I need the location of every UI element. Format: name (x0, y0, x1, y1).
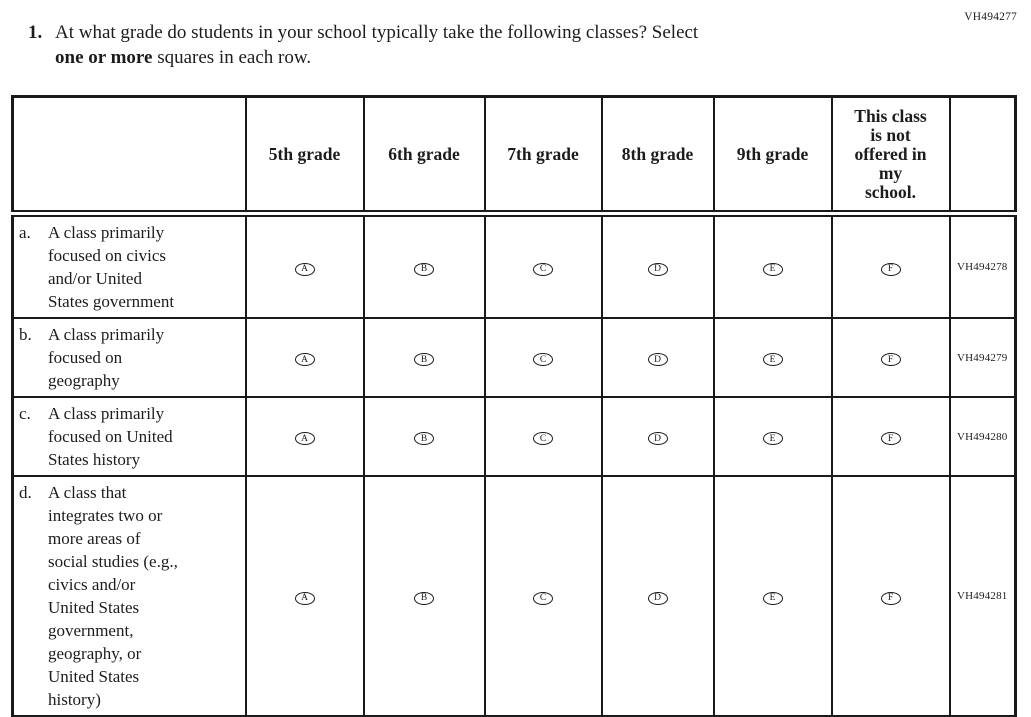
option-bubble-d[interactable]: D (647, 353, 668, 366)
option-bubble-b[interactable]: B (414, 432, 434, 445)
question-text-line1: At what grade do students in your school… (55, 22, 699, 43)
option-bubble-f[interactable]: F (880, 591, 901, 605)
option-bubble-a[interactable]: A (294, 353, 315, 366)
row-a-cell-9th: E (712, 212, 833, 319)
header-cell-5th-grade: 5th grade (244, 95, 365, 217)
option-bubble-a[interactable]: A (294, 432, 315, 445)
row-d-cell-7th: C (483, 475, 603, 717)
option-bubble-b[interactable]: B (414, 353, 434, 366)
option-bubble-e[interactable]: E (762, 262, 783, 276)
header-label-not-offered: This class is not offered in my school. (854, 105, 927, 202)
row-d-item-code: VH494281 (948, 475, 1017, 717)
table-row-c: c. A class primarily focused on United S… (11, 396, 1017, 477)
row-d-cell-9th: E (712, 475, 833, 717)
row-c-letter: c. (19, 404, 31, 423)
row-b-cell-7th: C (483, 317, 603, 398)
row-a-stub-cell: a. A class primarily focused on civics a… (11, 212, 247, 319)
row-b-item-code: VH494279 (948, 317, 1017, 398)
row-c-cell-7th: C (483, 396, 603, 477)
option-bubble-c[interactable]: C (533, 591, 553, 605)
header-label-5th-grade: 5th grade (268, 144, 341, 164)
row-c-cell-8th: D (600, 396, 715, 477)
option-bubble-b[interactable]: B (414, 591, 434, 605)
row-c-cell-not-offered: F (830, 396, 951, 477)
row-c-item-code: VH494280 (948, 396, 1017, 477)
option-bubble-b[interactable]: B (414, 262, 434, 276)
question-text-after-bold: squares in each row. (152, 47, 312, 68)
option-bubble-d[interactable]: D (647, 591, 668, 605)
row-c-stub-cell: c. A class primarily focused on United S… (11, 396, 247, 477)
row-a-cell-8th: D (600, 212, 715, 319)
option-bubble-a[interactable]: A (294, 591, 315, 605)
header-cell-7th-grade: 7th grade (483, 95, 603, 217)
header-cell-9th-grade: 9th grade (712, 95, 833, 217)
row-d-stub-cell: d. A class that integrates two or more a… (11, 475, 247, 717)
option-bubble-c[interactable]: C (533, 432, 553, 445)
option-bubble-f[interactable]: F (880, 353, 901, 366)
option-bubble-e[interactable]: E (762, 432, 783, 445)
row-b-cell-6th: B (362, 317, 486, 398)
row-b-cell-9th: E (712, 317, 833, 398)
header-label-8th-grade: 8th grade (621, 144, 694, 164)
row-a-cell-not-offered: F (830, 212, 951, 319)
option-bubble-f[interactable]: F (880, 432, 901, 445)
row-d-cell-6th: B (362, 475, 486, 717)
row-a-cell-6th: B (362, 212, 486, 319)
table-row-d: d. A class that integrates two or more a… (11, 475, 1017, 717)
row-c-cell-6th: B (362, 396, 486, 477)
row-d-cell-8th: D (600, 475, 715, 717)
row-a-label: A class primarily focused on civics and/… (48, 223, 175, 311)
question-text: At what grade do students in your school… (55, 20, 915, 70)
question-bold-phrase: one or more (55, 47, 153, 68)
table-row-b: b. A class primarily focused on geograph… (11, 317, 1017, 398)
row-c-label: A class primarily focused on United Stat… (48, 404, 173, 469)
header-cell-8th-grade: 8th grade (600, 95, 715, 217)
grade-selection-table: 5th grade 6th grade 7th grade 8th grade … (11, 95, 1017, 717)
row-d-cell-5th: A (244, 475, 365, 717)
row-b-cell-5th: A (244, 317, 365, 398)
option-bubble-e[interactable]: E (762, 591, 783, 605)
option-bubble-c[interactable]: C (533, 353, 553, 366)
option-bubble-c[interactable]: C (533, 262, 553, 276)
row-d-label: A class that integrates two or more area… (48, 483, 178, 709)
row-a-item-code: VH494278 (948, 212, 1017, 319)
header-cell-6th-grade: 6th grade (362, 95, 486, 217)
row-a-cell-7th: C (483, 212, 603, 319)
question-block: 1. At what grade do students in your scho… (28, 20, 928, 70)
row-c-cell-9th: E (712, 396, 833, 477)
form-code-label: VH494277 (964, 11, 1017, 23)
header-label-7th-grade: 7th grade (507, 144, 579, 164)
header-row: 5th grade 6th grade 7th grade 8th grade … (11, 95, 1017, 217)
row-b-letter: b. (19, 325, 32, 344)
header-label-9th-grade: 9th grade (736, 144, 809, 164)
header-cell-empty-code (948, 95, 1017, 217)
header-label-6th-grade: 6th grade (388, 144, 460, 164)
row-d-letter: d. (19, 483, 32, 502)
row-c-cell-5th: A (244, 396, 365, 477)
row-d-cell-not-offered: F (830, 475, 951, 717)
row-b-cell-not-offered: F (830, 317, 951, 398)
row-b-stub-cell: b. A class primarily focused on geograph… (11, 317, 247, 398)
row-a-cell-5th: A (244, 212, 365, 319)
option-bubble-e[interactable]: E (762, 353, 783, 366)
option-bubble-a[interactable]: A (294, 262, 315, 276)
row-b-label: A class primarily focused on geography (48, 325, 165, 390)
option-bubble-f[interactable]: F (880, 262, 901, 276)
option-bubble-d[interactable]: D (647, 432, 668, 445)
table-row-a: a. A class primarily focused on civics a… (11, 212, 1017, 319)
header-cell-empty-stub (11, 95, 247, 217)
row-a-letter: a. (19, 223, 31, 242)
header-cell-not-offered: This class is not offered in my school. (830, 95, 951, 217)
option-bubble-d[interactable]: D (647, 262, 668, 276)
question-number: 1. (28, 22, 43, 43)
row-b-cell-8th: D (600, 317, 715, 398)
